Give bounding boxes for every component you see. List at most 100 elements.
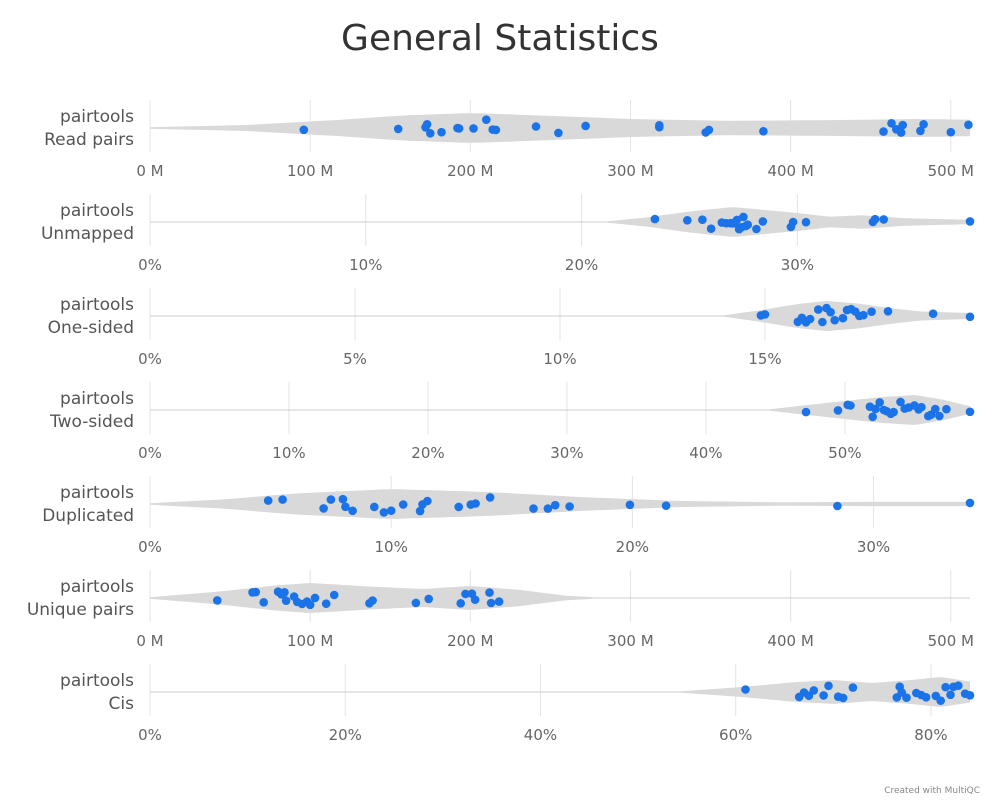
data-point[interactable] [741, 685, 750, 694]
data-point[interactable] [814, 305, 823, 314]
data-point[interactable] [758, 217, 768, 226]
data-point[interactable] [946, 690, 955, 700]
data-point[interactable] [931, 404, 940, 414]
data-point[interactable] [833, 406, 843, 415]
data-point[interactable] [824, 681, 833, 691]
data-point[interactable] [965, 498, 975, 508]
data-point[interactable] [411, 598, 421, 608]
data-point[interactable] [426, 129, 435, 138]
data-point[interactable] [263, 496, 273, 505]
data-point[interactable] [482, 115, 491, 124]
data-point[interactable] [801, 407, 811, 417]
data-point[interactable] [259, 598, 269, 607]
data-point[interactable] [625, 500, 635, 510]
data-point[interactable] [491, 125, 501, 135]
data-point[interactable] [319, 504, 328, 513]
data-point[interactable] [826, 307, 835, 317]
data-point[interactable] [859, 310, 868, 320]
data-point[interactable] [486, 598, 496, 608]
data-point[interactable] [896, 128, 906, 137]
data-point[interactable] [341, 502, 350, 512]
data-point[interactable] [936, 696, 945, 705]
data-point[interactable] [739, 212, 748, 222]
data-point[interactable] [338, 494, 348, 504]
data-point[interactable] [581, 121, 590, 131]
data-point[interactable] [565, 502, 574, 511]
data-point[interactable] [454, 124, 464, 133]
data-point[interactable] [299, 125, 309, 135]
data-point[interactable] [386, 506, 396, 515]
data-point[interactable] [917, 402, 926, 412]
data-point[interactable] [879, 127, 888, 136]
data-point[interactable] [887, 119, 896, 128]
data-point[interactable] [902, 693, 911, 702]
data-point[interactable] [801, 217, 811, 227]
data-point[interactable] [830, 315, 839, 325]
data-point[interactable] [326, 495, 336, 504]
data-point[interactable] [655, 121, 664, 130]
data-point[interactable] [415, 506, 425, 516]
data-point[interactable] [965, 691, 975, 700]
data-point[interactable] [921, 693, 931, 702]
data-point[interactable] [471, 499, 480, 508]
data-point[interactable] [424, 594, 434, 604]
data-point[interactable] [759, 127, 768, 136]
data-point[interactable] [941, 682, 950, 692]
data-point[interactable] [698, 215, 707, 224]
data-point[interactable] [661, 501, 671, 511]
data-point[interactable] [543, 504, 553, 513]
data-point[interactable] [370, 502, 379, 512]
data-point[interactable] [838, 693, 848, 703]
data-point[interactable] [883, 307, 893, 316]
data-point[interactable] [650, 214, 660, 224]
data-point[interactable] [896, 397, 905, 407]
data-point[interactable] [809, 686, 819, 695]
data-point[interactable] [278, 495, 287, 504]
data-point[interactable] [348, 506, 357, 516]
data-point[interactable] [469, 124, 478, 133]
data-point[interactable] [954, 681, 963, 690]
data-point[interactable] [868, 412, 877, 422]
data-point[interactable] [554, 128, 563, 138]
data-point[interactable] [928, 309, 938, 319]
data-point[interactable] [310, 593, 320, 603]
data-point[interactable] [916, 126, 925, 136]
data-point[interactable] [788, 217, 798, 227]
data-point[interactable] [965, 407, 975, 417]
data-point[interactable] [393, 124, 403, 134]
data-point[interactable] [423, 496, 432, 506]
data-point[interactable] [760, 310, 770, 319]
data-point[interactable] [321, 599, 331, 608]
data-point[interactable] [485, 588, 494, 597]
data-point[interactable] [935, 411, 944, 421]
data-point[interactable] [456, 599, 466, 608]
data-point[interactable] [965, 217, 975, 226]
data-point[interactable] [461, 589, 470, 599]
data-point[interactable] [848, 683, 858, 692]
data-point[interactable] [470, 595, 480, 604]
data-point[interactable] [529, 504, 538, 513]
data-point[interactable] [454, 502, 464, 512]
data-point[interactable] [965, 312, 975, 322]
data-point[interactable] [305, 600, 315, 610]
data-point[interactable] [683, 216, 692, 225]
data-point[interactable] [398, 500, 408, 509]
data-point[interactable] [833, 501, 842, 511]
data-point[interactable] [875, 398, 884, 407]
data-point[interactable] [280, 588, 289, 597]
data-point[interactable] [531, 122, 541, 131]
data-point[interactable] [213, 596, 222, 605]
data-point[interactable] [867, 307, 876, 317]
data-point[interactable] [368, 596, 377, 605]
data-point[interactable] [437, 127, 446, 137]
data-point[interactable] [942, 404, 951, 414]
data-point[interactable] [898, 120, 907, 130]
data-point[interactable] [752, 224, 761, 234]
data-point[interactable] [964, 120, 973, 130]
data-point[interactable] [329, 590, 339, 600]
data-point[interactable] [870, 214, 880, 224]
data-point[interactable] [281, 596, 291, 605]
data-point[interactable] [743, 220, 752, 229]
data-point[interactable] [550, 500, 560, 510]
data-point[interactable] [889, 407, 898, 417]
